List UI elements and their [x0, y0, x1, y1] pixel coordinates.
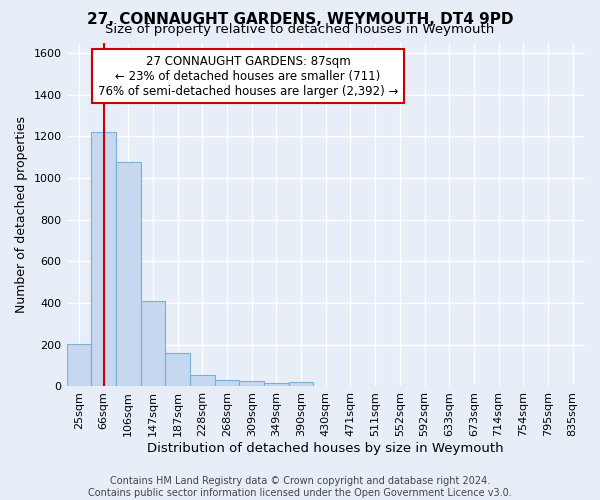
Bar: [165, 353, 190, 386]
Bar: [67, 344, 91, 386]
Bar: [116, 162, 140, 386]
Text: Size of property relative to detached houses in Weymouth: Size of property relative to detached ho…: [106, 22, 494, 36]
Bar: [91, 132, 116, 386]
X-axis label: Distribution of detached houses by size in Weymouth: Distribution of detached houses by size …: [148, 442, 504, 455]
Text: 27 CONNAUGHT GARDENS: 87sqm
← 23% of detached houses are smaller (711)
76% of se: 27 CONNAUGHT GARDENS: 87sqm ← 23% of det…: [98, 54, 398, 98]
Text: 27, CONNAUGHT GARDENS, WEYMOUTH, DT4 9PD: 27, CONNAUGHT GARDENS, WEYMOUTH, DT4 9PD: [87, 12, 513, 28]
Bar: [239, 381, 264, 386]
Y-axis label: Number of detached properties: Number of detached properties: [15, 116, 28, 313]
Bar: [215, 380, 239, 386]
Bar: [264, 384, 289, 386]
Bar: [140, 301, 165, 386]
Bar: [190, 375, 215, 386]
Text: Contains HM Land Registry data © Crown copyright and database right 2024.
Contai: Contains HM Land Registry data © Crown c…: [88, 476, 512, 498]
Bar: [289, 382, 313, 386]
